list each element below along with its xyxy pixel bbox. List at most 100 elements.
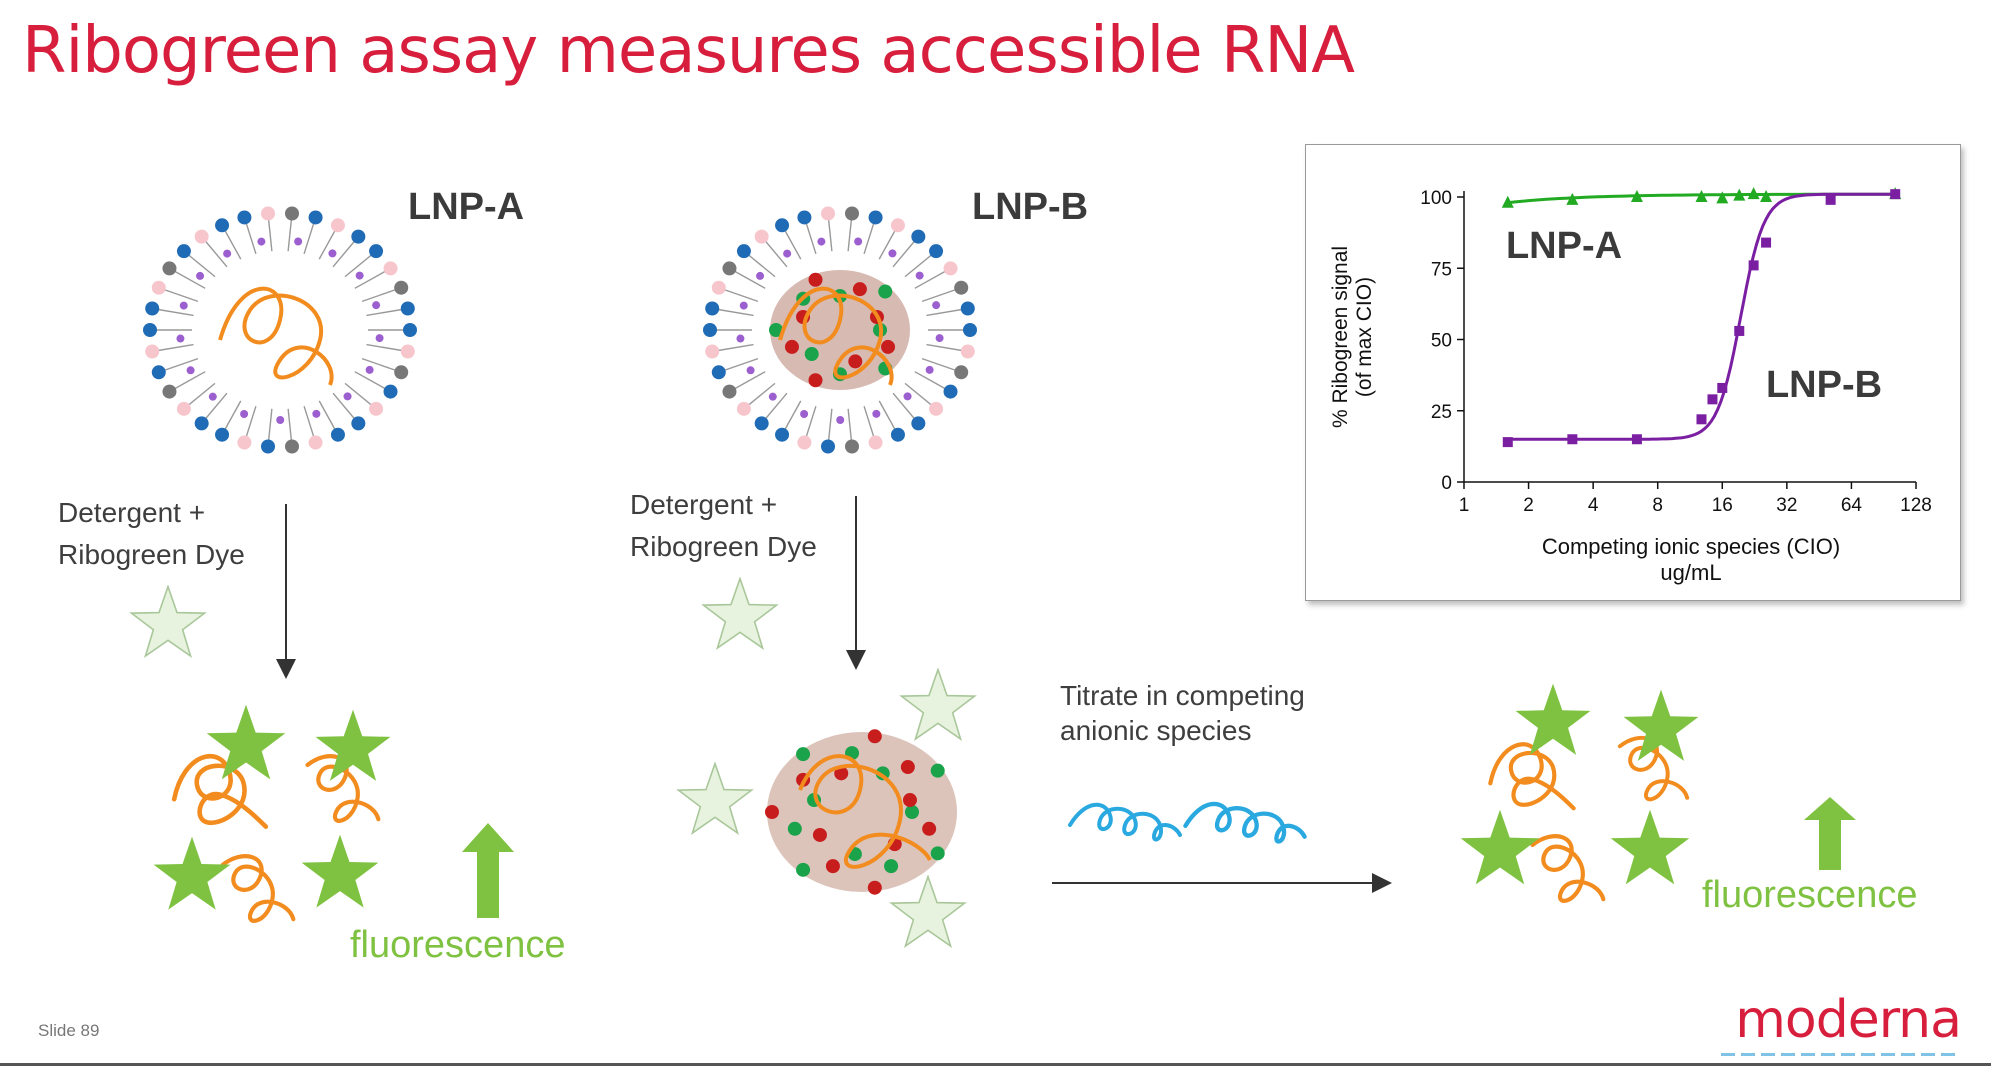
lnp-a-particle [143,206,417,454]
lipid-head [237,435,252,450]
ion-dot [812,827,827,842]
chart-x-tick-label: 2 [1523,495,1534,516]
peg-dot [186,366,195,375]
rna-strand-icon [174,756,266,826]
aggregate-shadow [767,732,957,892]
lipid-head [722,384,737,399]
pale-star-icon [890,875,966,947]
ion-dot [852,282,867,297]
chart-y-tick-label: 100 [1420,188,1452,209]
left-up-arrow-icon [462,823,514,918]
ion-dot [930,763,945,778]
chart-ylabel-line2: (of max CIO) [1353,277,1376,397]
bright-star-icon [315,709,391,781]
ion-dot [834,766,849,781]
lipid-head [705,344,720,359]
rna-strand-icon [778,286,894,386]
lipid-head [383,261,398,276]
lipid-head [284,439,299,454]
peg-dot [343,392,352,401]
chart-point-lnp-b [1825,194,1836,205]
ion-dot [808,373,823,388]
chart-point-lnp-a [1566,192,1579,205]
lipid-head [890,427,905,442]
ion-dot [796,747,811,762]
chart-point-lnp-b [1748,260,1759,271]
peg-dot [365,365,374,374]
chart-xlabel-line2: ug/mL [1660,560,1721,585]
lnp-b-particle [703,206,977,454]
ion-dot [769,323,783,337]
lipid-head [890,218,905,233]
peg-dot [817,237,826,246]
lipid-head [215,427,230,442]
lipid-head [963,323,977,337]
lipid-head [145,301,160,316]
chart-point-lnp-a [1733,188,1746,201]
lipid-head [162,261,177,276]
peg-dot [768,392,777,401]
peg-dot [932,301,941,310]
lipid-head [797,435,812,450]
lnp-b-aggregate [765,729,957,895]
lipid-head [176,244,191,259]
peg-dot [872,409,881,418]
chart-point-lnp-a [1630,190,1643,202]
peg-dot [783,249,792,258]
lipid-head [954,280,969,295]
chart-xlabel-line1: Competing ionic species (CIO) [1542,534,1840,559]
peg-dot [888,249,897,258]
peg-dot [746,366,755,375]
peg-dot [240,410,249,419]
lipid-head [351,416,366,431]
lipid-head [162,384,177,399]
lipid-head [176,401,191,416]
peg-dot [328,249,337,258]
left-fluorescence-label: fluorescence [350,924,566,966]
lnp-b-label: LNP-B [972,186,1089,228]
lipid-head [722,261,737,276]
left-reagent-line1: Detergent + [58,497,206,528]
lipid-head [394,365,409,380]
ion-dot [881,339,896,354]
right-fluorescence-label: fluorescence [1702,874,1918,916]
lipid-head [797,210,812,225]
chart-point-lnp-a [1716,191,1729,204]
peg-dot [179,301,188,310]
peg-dot [836,415,845,424]
lipid-head [369,244,384,259]
peg-dot [176,334,185,343]
ion-dot [902,793,917,808]
peg-dot [903,392,912,401]
peg-dot [223,249,232,258]
lipid-head [844,206,859,221]
titrate-line1: Titrate in competing [1060,680,1305,711]
lipid-head [237,210,252,225]
ion-dot [867,729,882,744]
peg-dot [935,334,944,343]
lipid-head [151,365,166,380]
bright-star-icon [301,834,379,908]
rna-strand-icon [1490,744,1573,808]
lipid-head [911,229,926,244]
lipid-head [868,210,883,225]
peg-dot [915,271,924,280]
left-reagent-line2: Ribogreen Dye [58,539,245,570]
lipid-head [960,344,975,359]
lipid-head [330,218,345,233]
peg-dot [739,301,748,310]
lipid-head [943,261,958,276]
chart-x-tick-label: 4 [1588,495,1599,516]
chart-x-tick-label: 1 [1459,495,1470,516]
ion-dot [808,272,823,287]
lipid-head [151,280,166,295]
peg-dot [257,237,266,246]
pale-star-icon [702,577,778,649]
peg-dot [208,392,217,401]
peg-dot [312,409,321,418]
slide-number: Slide 89 [38,1021,100,1040]
lipid-head [394,280,409,295]
lipid-head [351,229,366,244]
lipid-head [705,301,720,316]
lipid-head [261,206,276,221]
